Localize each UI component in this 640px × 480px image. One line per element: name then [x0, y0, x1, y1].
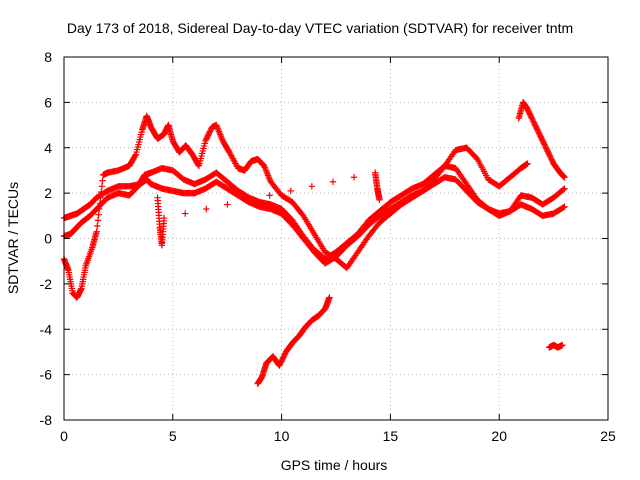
y-tick-label: 4 [44, 140, 52, 156]
data-point [326, 294, 333, 301]
x-axis-label: GPS time / hours [281, 457, 388, 473]
data-point [329, 178, 337, 185]
y-tick-label: -2 [40, 276, 53, 292]
series-track-7 [154, 169, 383, 249]
data-point [96, 205, 103, 213]
data-point [195, 161, 202, 168]
data-point [98, 183, 106, 190]
data-point [95, 211, 102, 218]
data-point [93, 228, 100, 235]
data-point [99, 177, 106, 184]
data-point [559, 341, 566, 349]
y-tick-label: -8 [40, 412, 53, 428]
data-point [94, 217, 102, 224]
x-tick-label: 5 [169, 428, 177, 444]
x-tick-label: 25 [600, 428, 616, 444]
data-point [561, 174, 568, 181]
data-point [98, 188, 105, 196]
series-track-6 [546, 341, 566, 351]
y-tick-label: 6 [44, 94, 52, 110]
data-point [131, 152, 139, 159]
data-point [94, 222, 101, 230]
grid-lines [64, 57, 608, 420]
series-track-2 [60, 162, 568, 263]
tick-marks [63, 56, 609, 421]
data-point [97, 194, 104, 201]
data-point [287, 187, 294, 195]
data-point [266, 192, 273, 199]
data-point [203, 205, 210, 213]
data-point [308, 183, 316, 190]
y-tick-label: 0 [44, 231, 52, 247]
y-tick-label: 2 [44, 185, 52, 201]
data-point [160, 214, 168, 222]
data-point [182, 210, 189, 217]
y-tick-label: -4 [40, 321, 53, 337]
data-point [560, 186, 567, 193]
tick-labels: 0 5 10 15 20 25 -8 -6 -4 -2 0 2 4 6 8 [40, 49, 616, 444]
data-point [350, 174, 358, 181]
data-point [224, 201, 231, 208]
data-point [376, 196, 383, 204]
x-tick-label: 20 [491, 428, 507, 444]
x-tick-label: 15 [383, 428, 399, 444]
data-point [561, 203, 568, 210]
series-track-3 [60, 112, 531, 301]
series-track-4 [515, 99, 568, 181]
y-tick-label: -6 [40, 367, 53, 383]
x-tick-label: 10 [274, 428, 290, 444]
data-point [245, 196, 252, 204]
y-tick-label: 8 [44, 49, 52, 65]
data-point [561, 185, 568, 192]
series-track-5 [254, 294, 333, 387]
data-point [524, 160, 531, 167]
y-axis-label: SDTVAR / TECUs [5, 182, 21, 294]
data-point [96, 200, 104, 207]
x-tick-label: 0 [60, 428, 68, 444]
data-points [60, 99, 568, 387]
data-point [560, 204, 567, 211]
chart-title: Day 173 of 2018, Sidereal Day-to-day VTE… [67, 20, 573, 36]
